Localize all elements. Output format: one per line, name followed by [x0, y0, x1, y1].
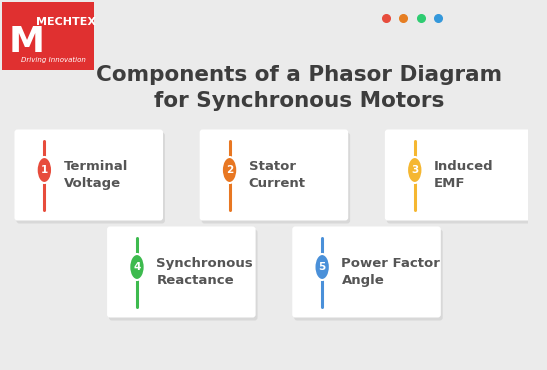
Text: Driving Innovation: Driving Innovation [21, 57, 85, 63]
Text: Stator
Current: Stator Current [249, 160, 306, 190]
Text: Terminal
Voltage: Terminal Voltage [63, 160, 128, 190]
FancyBboxPatch shape [202, 132, 350, 223]
Ellipse shape [129, 254, 145, 280]
FancyBboxPatch shape [16, 132, 165, 223]
Ellipse shape [407, 157, 422, 183]
Text: 3: 3 [411, 165, 418, 175]
Text: 2: 2 [226, 165, 233, 175]
FancyBboxPatch shape [107, 226, 255, 317]
Ellipse shape [37, 157, 52, 183]
Ellipse shape [315, 254, 330, 280]
Text: Power Factor
Angle: Power Factor Angle [341, 257, 440, 287]
Ellipse shape [222, 157, 237, 183]
FancyBboxPatch shape [292, 226, 441, 317]
FancyBboxPatch shape [387, 132, 536, 223]
FancyBboxPatch shape [200, 130, 348, 221]
Text: 5: 5 [318, 262, 326, 272]
Text: MECHTEX: MECHTEX [36, 17, 96, 27]
FancyBboxPatch shape [14, 130, 163, 221]
FancyBboxPatch shape [385, 130, 533, 221]
Text: Synchronous
Reactance: Synchronous Reactance [156, 257, 253, 287]
Text: Induced
EMF: Induced EMF [434, 160, 494, 190]
Text: 4: 4 [133, 262, 141, 272]
FancyBboxPatch shape [2, 2, 94, 70]
FancyBboxPatch shape [294, 229, 443, 320]
Text: M: M [9, 25, 45, 59]
Text: Components of a Phasor Diagram
for Synchronous Motors: Components of a Phasor Diagram for Synch… [96, 65, 502, 111]
FancyBboxPatch shape [109, 229, 258, 320]
Text: 1: 1 [40, 165, 48, 175]
